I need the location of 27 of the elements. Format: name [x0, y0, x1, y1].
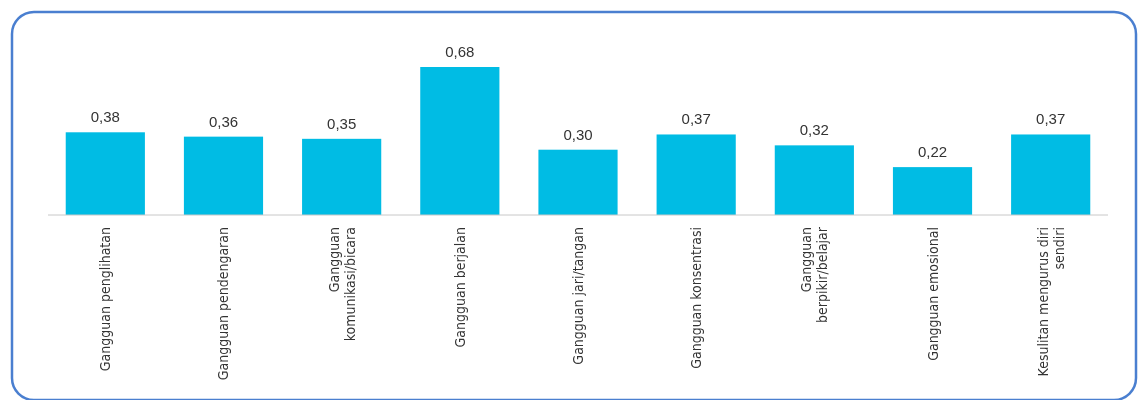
data-label: 0,38 — [90, 108, 120, 126]
x-tick-label: Gangguan jari/tangan — [570, 227, 586, 365]
bar — [420, 67, 500, 215]
data-label: 0,37 — [1036, 110, 1066, 128]
data-label: 0,35 — [327, 114, 357, 132]
x-tick-label: Gangguan komunikasi/bicara — [325, 227, 358, 342]
data-label: 0,37 — [681, 110, 711, 128]
data-label: 0,30 — [563, 125, 593, 143]
bar — [538, 149, 618, 215]
x-tick-label: Gangguan pendengaran — [215, 227, 232, 381]
x-tick-label: Kesulitan mengurus diri sendiri — [1034, 227, 1067, 377]
data-label: 0,68 — [445, 43, 475, 60]
data-label: 0,32 — [799, 121, 829, 139]
x-tick-label: Gangguan emosional — [924, 227, 941, 361]
x-tick-label: Gangguan penglihatan — [97, 227, 114, 372]
bar — [65, 132, 145, 215]
x-tick-label: Gangguan berpikir/belajar — [798, 226, 831, 323]
bar — [183, 136, 264, 215]
x-tick-label: Gangguan berjalan — [451, 227, 468, 348]
bar — [302, 138, 382, 215]
bar — [774, 145, 854, 215]
bar — [656, 134, 736, 215]
x-tick-label: Gangguan konsentrasi — [688, 227, 705, 369]
data-label: 0,22 — [917, 143, 948, 161]
bar — [1011, 134, 1091, 215]
bar — [892, 167, 973, 215]
data-label: 0,36 — [208, 112, 239, 130]
